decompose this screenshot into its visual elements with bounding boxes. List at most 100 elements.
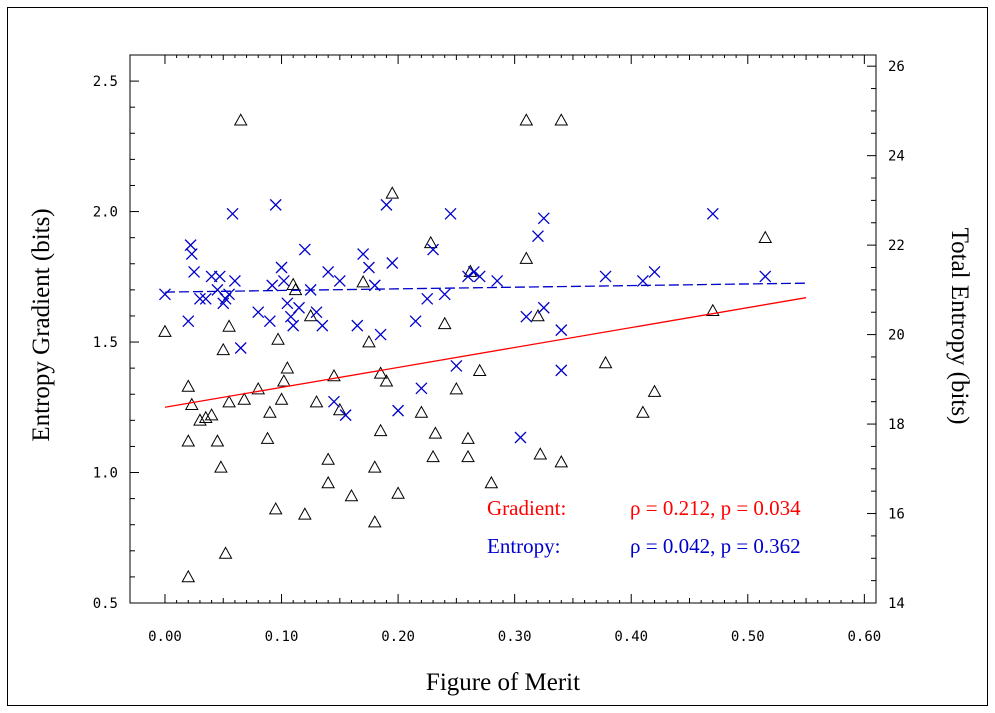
cross-stroke (537, 301, 550, 314)
cross-stroke (421, 292, 434, 305)
triangle-point (414, 405, 429, 418)
cross-point (450, 359, 463, 372)
cross-point (234, 342, 247, 354)
y2-tick-label: 24 (888, 149, 905, 165)
y2-axis-label: Total Entropy (bits) (946, 228, 973, 425)
cross-stroke (211, 283, 224, 296)
cross-point (362, 261, 375, 274)
cross-stroke (514, 431, 527, 444)
triangle-point (391, 486, 405, 499)
cross-point (467, 266, 480, 278)
y2-tick-label: 20 (888, 328, 905, 344)
cross-point (193, 292, 206, 305)
triangle-point (309, 395, 324, 408)
cross-stroke (188, 266, 201, 278)
cross-stroke (357, 248, 370, 261)
cross-point (636, 274, 649, 287)
cross-point (415, 382, 428, 395)
triangle-point (367, 460, 382, 473)
cross-stroke (281, 297, 294, 310)
triangle-point (181, 569, 196, 583)
y2-tick-label: 22 (888, 238, 905, 254)
points-group (158, 113, 773, 583)
triangle-point (251, 381, 266, 395)
triangle-point (327, 368, 341, 382)
cross-point (555, 324, 568, 337)
triangle-point (758, 230, 773, 243)
cross-stroke (532, 230, 544, 243)
annotation-label: Entropy: (487, 534, 561, 558)
x-tick-label: 0.00 (148, 629, 182, 645)
triangle-point (181, 379, 196, 392)
cross-stroke (636, 274, 649, 287)
cross-stroke (648, 266, 661, 278)
cross-stroke (706, 207, 719, 220)
cross-stroke (182, 315, 195, 328)
cross-stroke (310, 306, 323, 319)
cross-stroke (520, 310, 533, 323)
cross-point (310, 306, 323, 319)
cross-stroke (339, 409, 352, 422)
triangle-point (373, 366, 388, 379)
cross-stroke (599, 270, 612, 283)
cross-point (759, 270, 772, 283)
triangle-point (271, 332, 285, 345)
triangle-point (204, 408, 219, 421)
triangle-point (297, 507, 312, 520)
cross-point (266, 279, 279, 292)
triangle-point (218, 546, 233, 559)
triangle-point (288, 282, 303, 296)
cross-point (444, 207, 457, 220)
cross-stroke (275, 261, 288, 274)
triangle-point (705, 303, 720, 317)
cross-point (706, 207, 719, 220)
cross-point (409, 315, 422, 328)
triangle-point (426, 449, 440, 463)
cross-point (386, 257, 399, 269)
triangle-point (280, 361, 295, 374)
triangle-point (472, 363, 487, 377)
cross-stroke (199, 292, 212, 305)
cross-point (357, 248, 370, 261)
cross-point (648, 266, 661, 278)
cross-stroke (159, 288, 171, 301)
cross-point (199, 292, 212, 305)
cross-stroke (333, 274, 346, 287)
cross-point (213, 270, 226, 283)
cross-stroke (228, 274, 241, 287)
cross-stroke (226, 207, 239, 220)
cross-stroke (269, 198, 282, 211)
triangle-point (373, 423, 388, 437)
cross-stroke (759, 270, 772, 283)
triangle-point (344, 488, 359, 502)
x-tick-label: 0.30 (498, 629, 532, 645)
triangle-point (158, 324, 172, 337)
cross-point (514, 431, 527, 444)
triangle-point (531, 308, 545, 322)
cross-stroke (427, 243, 440, 256)
triangle-point (647, 384, 662, 397)
triangle-point (554, 455, 569, 468)
y-tick-label: 2.0 (93, 205, 118, 221)
triangle-point (268, 502, 283, 515)
cross-stroke (462, 270, 474, 283)
x-tick-label: 0.10 (265, 629, 299, 645)
triangle-point (428, 426, 443, 439)
cross-stroke (322, 266, 335, 278)
cross-stroke (374, 328, 387, 341)
triangle-point (533, 447, 548, 460)
cross-point (277, 274, 290, 287)
cross-point (252, 306, 265, 319)
cross-point (599, 270, 612, 283)
cross-point (537, 212, 550, 225)
cross-stroke (263, 315, 276, 328)
triangle-point (237, 392, 252, 405)
cross-stroke (328, 395, 340, 408)
triangle-point (636, 405, 650, 418)
cross-point (520, 310, 533, 323)
cross-stroke (438, 288, 451, 301)
triangle-point (461, 431, 475, 444)
triangle-point (356, 274, 370, 288)
cross-stroke (213, 270, 226, 283)
cross-stroke (392, 404, 405, 417)
